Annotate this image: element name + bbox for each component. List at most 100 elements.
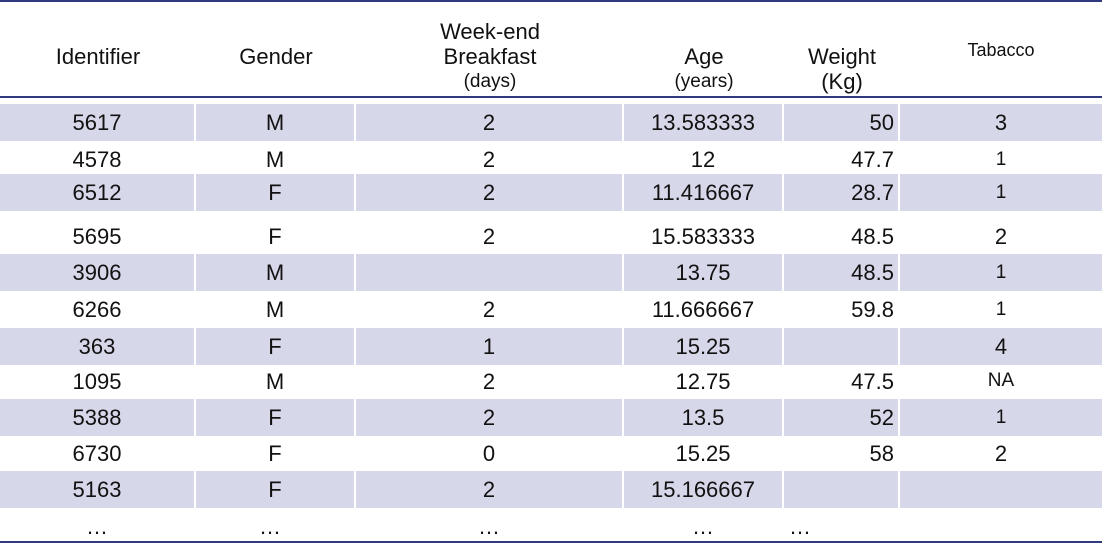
cell-gender: F — [196, 174, 354, 211]
cell-weight — [784, 471, 898, 508]
cell-weight: 58 — [869, 441, 894, 466]
cell-gender: F — [268, 224, 282, 249]
cell-age: 11.666667 — [651, 297, 755, 322]
header-breakfast-line1: Week-end — [440, 19, 540, 44]
cell-tobacco: 1 — [900, 399, 1102, 436]
table-row: 6730 F 0 15.25 58 2 — [0, 435, 1102, 472]
cell-age: 13.75 — [624, 254, 782, 291]
cell-breakfast: 2 — [482, 297, 496, 322]
cell-age: 15.25 — [624, 328, 782, 365]
cell-age: 15.583333 — [651, 224, 755, 249]
header-rule — [0, 96, 1102, 98]
cell-breakfast — [356, 254, 622, 291]
cell-breakfast: 1 — [356, 328, 622, 365]
table-top-rule — [0, 0, 1102, 2]
header-identifier-label: Identifier — [55, 44, 141, 69]
cell-identifier: 5695 — [72, 224, 122, 249]
cell-gender-ellipsis: … — [259, 514, 281, 539]
header-tobacco: Tabacco — [900, 0, 1102, 96]
cell-gender: M — [265, 147, 285, 172]
cell-breakfast: 2 — [356, 399, 622, 436]
cell-identifier: 363 — [0, 328, 194, 365]
table-bottom-rule — [0, 541, 1102, 543]
table-row: 3906 M 13.75 48.5 1 — [0, 254, 1102, 291]
cell-breakfast: 2 — [482, 147, 496, 172]
cell-identifier: 5163 — [0, 471, 194, 508]
cell-breakfast: 2 — [356, 174, 622, 211]
cell-age: 12 — [690, 147, 716, 172]
cell-weight: 47.7 — [851, 147, 894, 172]
cell-gender: F — [196, 328, 354, 365]
cell-tobacco: 2 — [994, 441, 1008, 466]
cell-tobacco: 1 — [995, 299, 1007, 320]
table-row: 6512 F 2 11.416667 28.7 1 — [0, 174, 1102, 211]
table-row: 5388 F 2 13.5 52 1 — [0, 399, 1102, 436]
cell-identifier: 6730 — [72, 441, 122, 466]
table-row-ellipsis: … … … … … — [0, 514, 1102, 540]
table-row: 5695 F 2 15.583333 48.5 2 — [0, 218, 1102, 255]
header-age-unit: (years) — [674, 71, 734, 92]
cell-weight: 50 — [784, 104, 898, 141]
cell-breakfast: 0 — [482, 441, 496, 466]
cell-weight: 28.7 — [784, 174, 898, 211]
header-gender-label: Gender — [239, 44, 313, 69]
cell-gender: F — [196, 399, 354, 436]
cell-age: 13.583333 — [624, 104, 782, 141]
cell-tobacco: 4 — [900, 328, 1102, 365]
header-breakfast-unit: (days) — [463, 71, 517, 92]
cell-weight: 48.5 — [851, 224, 894, 249]
cell-tobacco: 1 — [900, 254, 1102, 291]
cell-tobacco: NA — [987, 370, 1015, 391]
cell-gender: M — [265, 369, 285, 394]
cell-tobacco: 1 — [995, 149, 1007, 170]
header-tobacco-label: Tabacco — [967, 40, 1035, 60]
cell-identifier: 5388 — [0, 399, 194, 436]
cell-weight: 47.5 — [851, 369, 894, 394]
table-row: 1095 M 2 12.75 47.5 NA — [0, 363, 1102, 400]
cell-identifier: 6512 — [0, 174, 194, 211]
cell-identifier: 6266 — [72, 297, 122, 322]
table-row: 4578 M 2 12 47.7 1 — [0, 141, 1102, 178]
table-row: 6266 M 2 11.666667 59.8 1 — [0, 291, 1102, 328]
table-row: 5617 M 2 13.583333 50 3 — [0, 104, 1102, 141]
cell-identifier: 3906 — [0, 254, 194, 291]
cell-identifier: 4578 — [72, 147, 122, 172]
cell-weight: 48.5 — [784, 254, 898, 291]
header-identifier: Identifier — [0, 0, 196, 96]
cell-breakfast: 2 — [356, 104, 622, 141]
cell-tobacco: 3 — [900, 104, 1102, 141]
cell-age: 11.416667 — [624, 174, 782, 211]
header-weight-unit: (Kg) — [821, 69, 863, 94]
cell-tobacco — [900, 471, 1102, 508]
cell-identifier-ellipsis: … — [86, 514, 108, 539]
cell-weight-ellipsis: … — [789, 514, 811, 539]
header-age-label: Age — [684, 44, 724, 69]
cell-age-ellipsis: … — [692, 514, 714, 539]
cell-age: 13.5 — [624, 399, 782, 436]
cell-identifier: 1095 — [72, 369, 122, 394]
cell-gender: F — [268, 441, 282, 466]
cell-weight: 52 — [784, 399, 898, 436]
table-row: 5163 F 2 15.166667 — [0, 471, 1102, 508]
cell-breakfast: 2 — [356, 471, 622, 508]
header-weight: Weight (Kg) — [784, 0, 900, 96]
cell-gender: F — [196, 471, 354, 508]
header-breakfast: Week-end Breakfast (days) — [356, 0, 624, 96]
table-row: 363 F 1 15.25 4 — [0, 328, 1102, 365]
header-weight-label: Weight — [807, 44, 877, 69]
cell-breakfast: 2 — [482, 369, 496, 394]
cell-age: 15.25 — [675, 441, 731, 466]
header-gender: Gender — [196, 0, 356, 96]
cell-age: 15.166667 — [624, 471, 782, 508]
header-breakfast-line2: Breakfast — [443, 44, 537, 69]
cell-gender: M — [265, 297, 285, 322]
cell-tobacco: 1 — [900, 174, 1102, 211]
cell-breakfast: 2 — [482, 224, 496, 249]
cell-breakfast-ellipsis: … — [478, 514, 500, 539]
cell-tobacco: 2 — [994, 224, 1008, 249]
cell-age: 12.75 — [675, 369, 731, 394]
cell-gender: M — [196, 104, 354, 141]
cell-identifier: 5617 — [0, 104, 194, 141]
cell-weight — [784, 328, 898, 365]
